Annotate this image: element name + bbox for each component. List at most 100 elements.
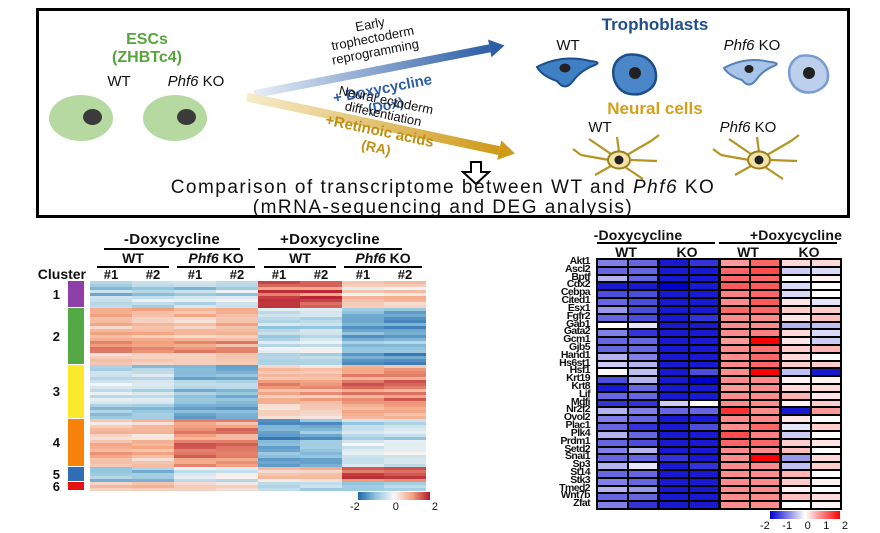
heatmap-row [90,464,426,467]
gene-heatmap-cell [658,344,689,353]
heatmap-cell [132,464,174,467]
heatmap-cell [300,449,342,452]
heatmap-cell [90,359,132,362]
gene-heatmap-cell [810,368,841,377]
trophoblast-wt-label: WT [556,37,580,54]
heatmap-cell [216,281,258,284]
gene-label: Krt8 [571,380,590,392]
heatmap-cell [132,317,174,320]
heatmap-cell [384,440,426,443]
gene-heatmap-row [597,360,841,369]
heatmap-cell [132,287,174,290]
heatmap-cell [342,476,384,479]
gene-heatmap-cell [597,266,628,275]
heatmap-cell [174,350,216,353]
heatmap-cell [216,413,258,416]
heatmap-row [90,323,426,326]
heatmap-cell [174,353,216,356]
heatmap-cell [90,356,132,359]
heatmap-cell [216,386,258,389]
heatmap-row [90,443,426,446]
gene-heatmap-cell [688,501,719,509]
heatmap-cell [384,482,426,485]
gene-heatmap-row [597,274,841,283]
gene-label: Gjb5 [569,340,591,353]
heatmap-cell [132,338,174,341]
heatmap-cell [90,425,132,428]
heatmap-cell [384,308,426,311]
gene-heatmap-row [597,477,841,486]
heatmap-cell [90,473,132,476]
heatmap-cell [132,389,174,392]
gene-label: Gab1 [566,317,590,330]
heatmap-cell [384,371,426,374]
heatmap-cell [300,410,342,413]
colorbar-tick: 2 [841,520,848,532]
heatmap-row [90,341,426,344]
gene-heatmap-cell [780,376,811,384]
gene-heatmap-cell [719,290,750,299]
left-heatmap-genotype-ko1: Phf6 KO [177,250,255,268]
heatmap-cell [132,395,174,398]
gene-heatmap-cell [810,344,841,353]
gene-heatmap-cell [658,321,689,330]
heatmap-cell [132,296,174,299]
heatmap-cell [342,461,384,464]
heatmap-cell [174,425,216,428]
heatmap-cell [384,377,426,380]
gene-heatmap-cell [658,477,689,486]
heatmap-cell [216,422,258,425]
gene-heatmap-cell [749,415,780,424]
heatmap-cell [216,314,258,317]
heatmap-cell [258,386,300,389]
gene-heatmap-row [597,368,841,377]
heatmap-cell [216,467,258,470]
gene-label: Ascl2 [564,262,591,275]
gene-heatmap-row [597,462,841,470]
gene-heatmap-cell [627,423,658,431]
heatmap-cell [384,386,426,389]
heatmap-cell [216,398,258,401]
replicate-label: #2 [313,267,329,282]
heatmap-cell [90,413,132,416]
heatmap-cell [384,398,426,401]
heatmap-cell [258,410,300,413]
gene-heatmap-cell [688,266,719,275]
heatmap-cell [90,311,132,314]
heatmap-cell [132,299,174,302]
heatmap-cell [90,401,132,404]
heatmap-cell [384,332,426,335]
heatmap-cell [342,314,384,317]
heatmap-cell [216,452,258,455]
heatmap-row [90,362,426,365]
gene-heatmap-cell [688,469,719,478]
gene-label: Nr2f2 [566,403,590,416]
heatmap-row [90,473,426,476]
heatmap-cell [384,446,426,449]
heatmap-cell [132,347,174,350]
cluster-segment-6 [68,482,84,490]
heatmap-cell [216,404,258,407]
heatmap-cell [300,290,342,293]
gene-heatmap-cell [688,337,719,345]
heatmap-row [90,359,426,362]
gene-heatmap-cell [658,415,689,424]
heatmap-cell [132,311,174,314]
heatmap-cell [342,344,384,347]
heatmap-cell [174,311,216,314]
gene-heatmap-cell [780,469,811,478]
heatmap-row [90,317,426,320]
replicate-label: #1 [187,267,203,282]
gene-heatmap-cell [749,446,780,455]
left-colorbar [358,492,430,500]
gene-heatmap-cell [597,344,628,353]
gene-heatmap-cell [658,469,689,478]
heatmap-cell [174,416,216,419]
esc-ko-label: Phf6 KO [167,73,225,90]
heatmap-cell [90,284,132,287]
gene-heatmap-cell [749,352,780,361]
heatmap-cell [90,455,132,458]
heatmap-row [90,371,426,374]
heatmap-cell [258,341,300,344]
heatmap-cell [174,446,216,449]
